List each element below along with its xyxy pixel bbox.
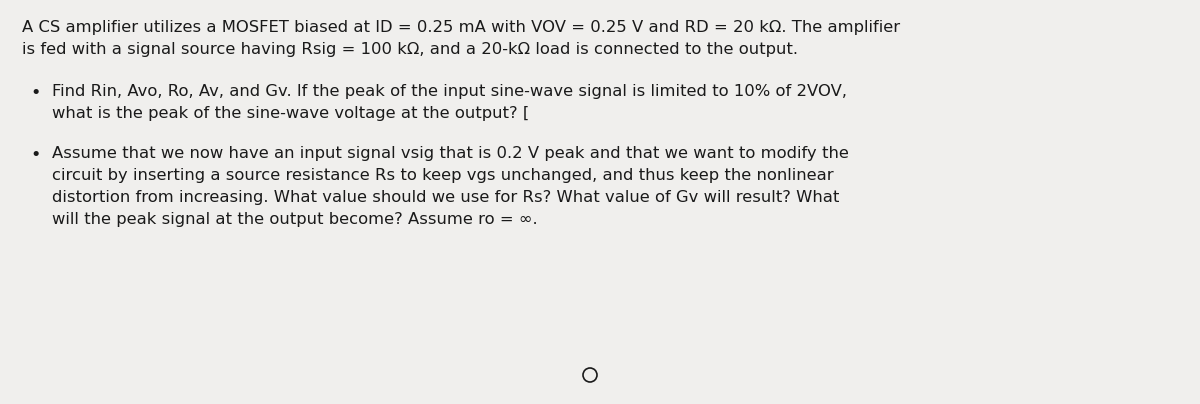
Text: •: •	[30, 84, 41, 102]
Text: what is the peak of the sine-wave voltage at the output? [: what is the peak of the sine-wave voltag…	[52, 106, 529, 121]
Text: is fed with a signal source having Rsig = 100 kΩ, and a 20-kΩ load is connected : is fed with a signal source having Rsig …	[22, 42, 798, 57]
Text: Assume that we now have an input signal vsig that is 0.2 V peak and that we want: Assume that we now have an input signal …	[52, 146, 848, 161]
Text: Find Rin, Avo, Ro, Av, and Gv. If the peak of the input sine-wave signal is limi: Find Rin, Avo, Ro, Av, and Gv. If the pe…	[52, 84, 847, 99]
Text: A CS amplifier utilizes a MOSFET biased at ID = 0.25 mA with VOV = 0.25 V and RD: A CS amplifier utilizes a MOSFET biased …	[22, 20, 900, 35]
Text: will the peak signal at the output become? Assume ro = ∞.: will the peak signal at the output becom…	[52, 212, 538, 227]
Text: •: •	[30, 146, 41, 164]
Text: circuit by inserting a source resistance Rs to keep vgs unchanged, and thus keep: circuit by inserting a source resistance…	[52, 168, 834, 183]
Text: distortion from increasing. What value should we use for Rs? What value of Gv wi: distortion from increasing. What value s…	[52, 190, 839, 205]
